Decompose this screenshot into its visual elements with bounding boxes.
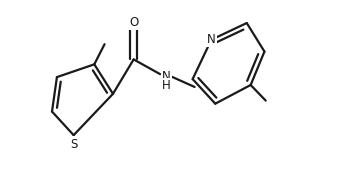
Text: O: O (129, 16, 138, 29)
Text: H: H (162, 79, 170, 92)
Text: S: S (70, 138, 77, 151)
Text: N: N (207, 33, 216, 46)
Text: N: N (162, 70, 170, 83)
